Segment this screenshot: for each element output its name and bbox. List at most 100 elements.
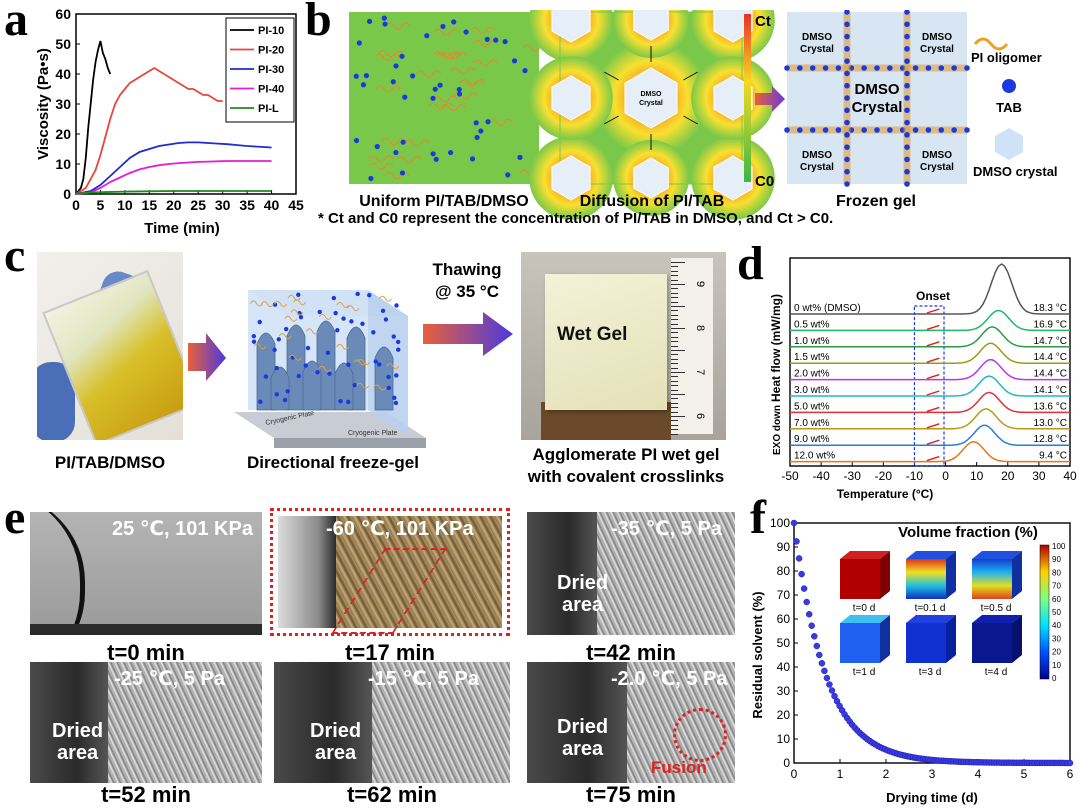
volume-cube (840, 559, 880, 599)
cond-t62: -15 ℃, 5 Pa (368, 668, 479, 690)
tab-dot (396, 347, 401, 352)
y-tick-label: 0 (783, 756, 790, 770)
tab-dot (469, 156, 476, 162)
ruler-tick (671, 389, 678, 391)
pi-oligomer-strand (357, 359, 371, 366)
x-tick-label: 15 (142, 197, 158, 213)
tab-dot (844, 144, 850, 150)
pi-oligomer-strand (284, 315, 298, 322)
tab-dot (925, 127, 932, 133)
data-point (805, 611, 813, 618)
dsc-curve (790, 391, 1070, 414)
ruler-tick (671, 411, 678, 413)
cond-t75: -2.0 ℃, 5 Pa (611, 668, 728, 690)
crystal-label-big: Crystal (852, 99, 903, 116)
pi-oligomer-strand (472, 59, 498, 67)
tab-dot (844, 95, 850, 101)
data-point (803, 598, 810, 606)
dried-area-line2: area (561, 594, 604, 616)
tab-dot (904, 21, 910, 28)
ruler-tick (671, 429, 678, 431)
panel-label-f: f (750, 491, 766, 544)
photo-t75: -2.0 ℃, 5 Pa Dried area Fusion (527, 662, 735, 783)
dried-area-label: Dried area (52, 720, 103, 764)
tab-dot (904, 33, 910, 40)
cond-t0: 25 ℃, 101 KPa (112, 518, 253, 540)
dsc-onset-value: 18.3 °C (1034, 303, 1067, 314)
x-tick-label: 1 (837, 767, 844, 781)
tab-dot (367, 292, 372, 298)
dmso-crystal-icon (624, 67, 678, 129)
pi-oligomer-strand (356, 382, 370, 389)
tab-dot (835, 65, 842, 71)
tab-dot (274, 365, 279, 371)
inset-time-label: t=3 d (919, 667, 942, 678)
pi-oligomer-strand (396, 155, 422, 164)
y-tick-label: 30 (777, 684, 791, 698)
tab-dot (887, 65, 893, 71)
dmso-crystal-icon (713, 10, 753, 43)
tab-dot (951, 65, 957, 71)
dried-region (30, 662, 108, 783)
vial-photo (37, 252, 183, 440)
pi-oligomer-strand (432, 51, 458, 59)
data-point (795, 555, 803, 562)
ice-crystal-column (334, 362, 354, 411)
data-point (811, 633, 818, 640)
ruler-tick (671, 354, 678, 356)
chart-d-xlabel: Temperature (°C) (837, 487, 934, 501)
data-point (793, 538, 800, 545)
legend-label: PI-10 (258, 25, 284, 37)
tab-dot (861, 65, 867, 71)
tab-dot (485, 119, 491, 125)
x-tick-label: 0 (942, 469, 949, 483)
y-tick-label: 70 (777, 588, 791, 602)
legend-label: PI-L (258, 103, 279, 115)
tab-dot (377, 362, 382, 367)
onset-tangent (926, 406, 940, 413)
x-tick-label: 40 (264, 197, 280, 213)
pi-oligomer-strand (261, 301, 274, 308)
tab-dot (341, 316, 346, 321)
time-t17: t=17 min (345, 640, 435, 665)
tab-dot (382, 21, 388, 27)
ruler-tick (671, 284, 685, 285)
series-line-pi-20 (75, 66, 223, 195)
x-tick-label: -50 (781, 469, 799, 483)
ruler-tick (671, 416, 685, 417)
cond-t52: -25 ℃, 5 Pa (114, 668, 225, 690)
pi-oligomer-strand (368, 162, 394, 170)
photo-t17: -60 ℃, 101 KPa (270, 508, 510, 636)
dsc-curve (790, 342, 1070, 364)
series-line-pi-40 (75, 160, 272, 195)
tab-dot (844, 58, 850, 64)
arrow-right-icon (423, 312, 513, 356)
dmso-crystal-icon (713, 155, 753, 201)
footnote-text: Ct and C0 represent the concentration of… (328, 210, 834, 227)
crystal-label: Crystal (639, 100, 663, 107)
x-tick-label: 10 (117, 197, 133, 213)
tab-dot (393, 63, 399, 69)
legend-label: PI-40 (258, 84, 284, 96)
tab-dot (296, 373, 301, 379)
tab-dot (360, 82, 367, 88)
pi-oligomer-strand (404, 139, 430, 147)
tab-dot (383, 317, 389, 322)
time-t75: t=75 min (586, 782, 676, 807)
time-t42: t=42 min (586, 640, 676, 665)
pi-oligomer-strand (386, 363, 400, 370)
ruler-number: 9 (694, 280, 707, 288)
dsc-onset-value: 13.6 °C (1034, 401, 1067, 412)
ruler-tick (671, 350, 685, 351)
ruler-tick (671, 420, 678, 422)
colorbar-tick-label: 10 (1052, 661, 1061, 670)
tab-dot (797, 127, 803, 133)
tab-dot (456, 86, 462, 93)
ruler-tick (671, 323, 678, 325)
tab-dot (478, 128, 484, 134)
tab-dot (904, 46, 910, 52)
dsc-curve (790, 408, 1070, 430)
chart-d-exo: EXO down (772, 405, 783, 455)
inset-time-label: t=0.5 d (981, 603, 1012, 614)
